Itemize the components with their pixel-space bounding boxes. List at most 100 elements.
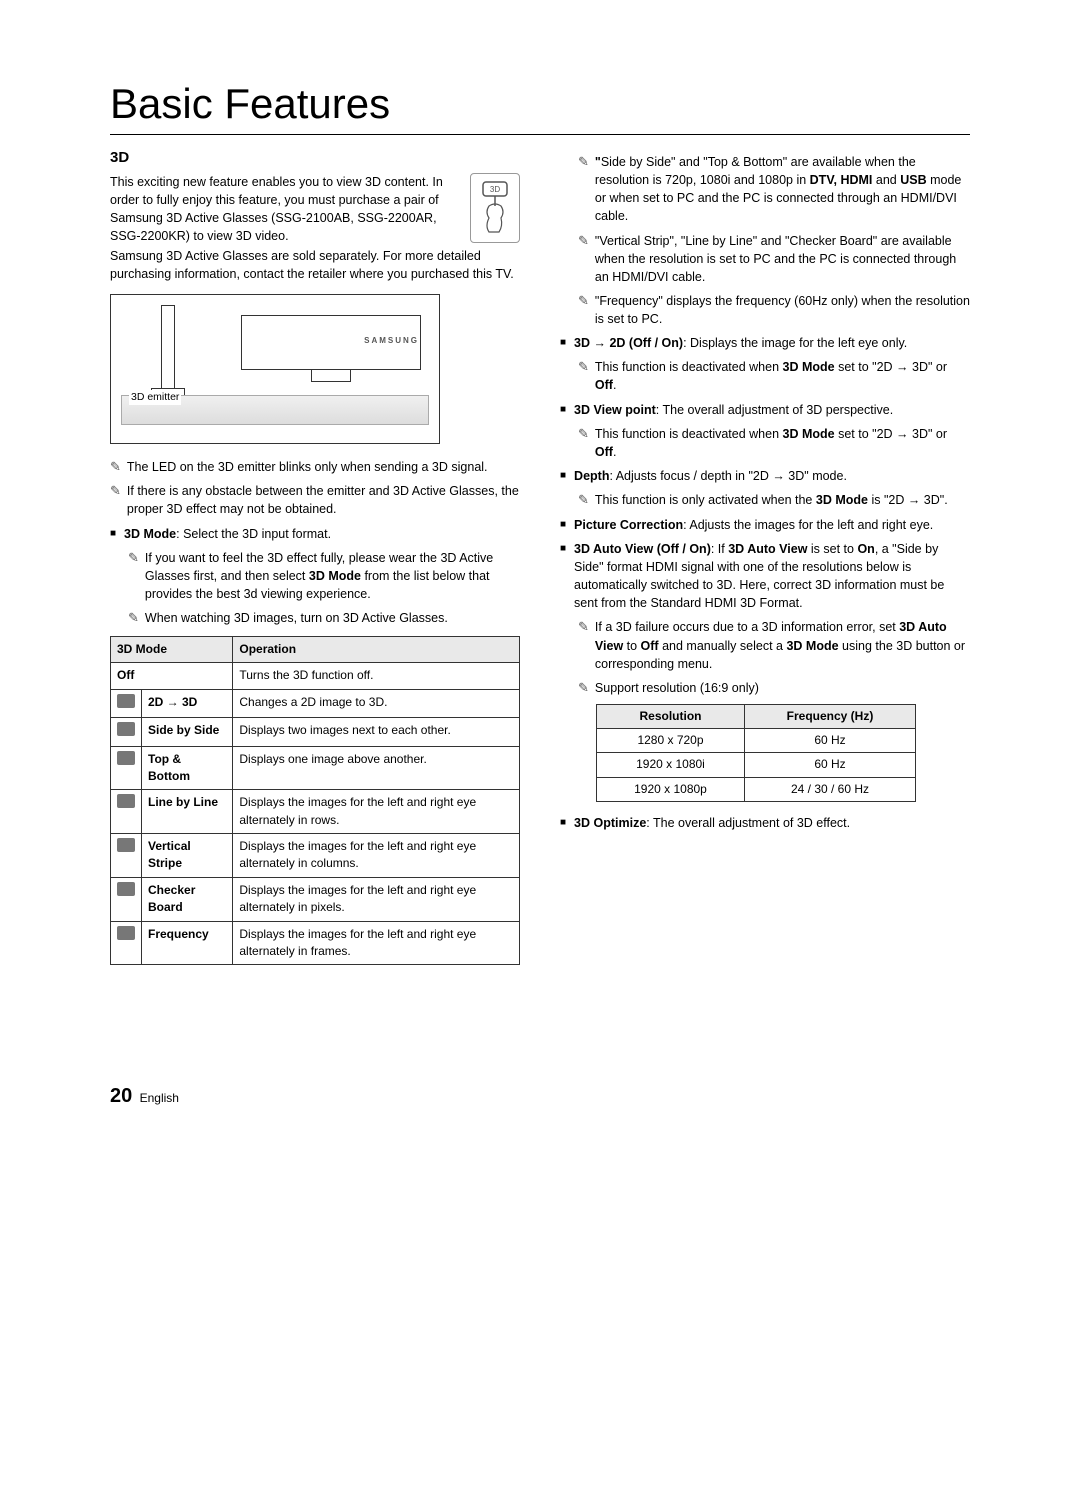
bullet-label: 3D → 2D (Off / On) [574, 336, 683, 350]
mode-name: Line by Line [142, 790, 233, 834]
mode-icon-cell [111, 718, 142, 746]
left-note-1: If there is any obstacle between the emi… [110, 482, 520, 518]
table-row: FrequencyDisplays the images for the lef… [111, 921, 520, 965]
note-icon [128, 549, 139, 603]
note-text: If a 3D failure occurs due to a 3D infor… [595, 618, 970, 672]
mode-name: Vertical Stripe [142, 834, 233, 878]
mode-icon-cell [111, 921, 142, 965]
mode-sub-note-1: When watching 3D images, turn on 3D Acti… [128, 609, 520, 628]
note-text: When watching 3D images, turn on 3D Acti… [145, 609, 448, 628]
mode-sub-note-0: If you want to feel the 3D effect fully,… [128, 549, 520, 603]
mode-icon-cell [111, 790, 142, 834]
mode-icon [117, 926, 135, 940]
mode-icon [117, 722, 135, 736]
page-number: 20 [110, 1085, 132, 1107]
mode-icon-cell [111, 877, 142, 921]
th-res: Resolution [597, 704, 745, 728]
bullet-label: 3D Auto View (Off / On) [574, 542, 711, 556]
bullet-label: 3D View point [574, 403, 656, 417]
note-icon [110, 482, 121, 518]
table-row: 1920 x 1080p24 / 30 / 60 Hz [597, 777, 916, 801]
bullet-autoview: 3D Auto View (Off / On): If 3D Auto View… [560, 540, 970, 613]
bullet-label: Picture Correction [574, 518, 683, 532]
left-note-0: The LED on the 3D emitter blinks only wh… [110, 458, 520, 477]
res-cell: 1920 x 1080p [597, 777, 745, 801]
mode-op: Displays the images for the left and rig… [233, 877, 520, 921]
right-note-1: "Vertical Strip", "Line by Line" and "Ch… [578, 232, 970, 286]
th-freq: Frequency (Hz) [744, 704, 915, 728]
bullet-text: : Select the 3D input format. [176, 527, 331, 541]
note-text: "Side by Side" and "Top & Bottom" are av… [595, 153, 970, 226]
b5-note-2: Support resolution (16:9 only) [578, 679, 970, 698]
left-column: 3D This exciting new feature enables you… [110, 147, 520, 965]
table-row: 1280 x 720p60 Hz [597, 729, 916, 753]
intro-text: This exciting new feature enables you to… [110, 173, 460, 246]
b1-note: This function is deactivated when 3D Mod… [578, 358, 970, 394]
two-column-layout: 3D This exciting new feature enables you… [110, 147, 970, 965]
b2-note: This function is deactivated when 3D Mod… [578, 425, 970, 461]
mode-name: Frequency [142, 921, 233, 965]
resolution-table: Resolution Frequency (Hz) 1280 x 720p60 … [596, 704, 916, 803]
mode-op: Displays one image above another. [233, 746, 520, 790]
bullet-optimize: 3D Optimize: The overall adjustment of 3… [560, 814, 970, 832]
mode-name: Side by Side [142, 718, 233, 746]
tv-emitter-diagram: SAMSUNG 3D emitter [110, 294, 440, 444]
diagram-emitter-label: 3D emitter [129, 390, 181, 405]
page-title: Basic Features [110, 80, 970, 135]
bullet-piccorr: Picture Correction: Adjusts the images f… [560, 516, 970, 534]
bullet-text: : The overall adjustment of 3D perspecti… [656, 403, 893, 417]
note-text: "Frequency" displays the frequency (60Hz… [595, 292, 970, 328]
note-text: Support resolution (16:9 only) [595, 679, 759, 698]
mode-name: Top & Bottom [142, 746, 233, 790]
table-row: Top & BottomDisplays one image above ano… [111, 746, 520, 790]
table-row: OffTurns the 3D function off. [111, 663, 520, 689]
bullet-3d2d: 3D → 2D (Off / On): Displays the image f… [560, 334, 970, 352]
freq-cell: 60 Hz [744, 753, 915, 777]
note-text: If there is any obstacle between the emi… [127, 482, 520, 518]
bullet-label: 3D Mode [124, 527, 176, 541]
mode-op: Displays the images for the left and rig… [233, 834, 520, 878]
note-icon [578, 491, 589, 510]
mode-icon [117, 751, 135, 765]
mode-op: Displays the images for the left and rig… [233, 921, 520, 965]
mode-icon [117, 882, 135, 896]
right-note-2: "Frequency" displays the frequency (60Hz… [578, 292, 970, 328]
th-op: Operation [233, 636, 520, 662]
intro-block: This exciting new feature enables you to… [110, 173, 520, 246]
right-note-0: "Side by Side" and "Top & Bottom" are av… [578, 153, 970, 226]
note-icon [578, 153, 589, 226]
svg-text:3D: 3D [490, 185, 500, 194]
mode-icon-cell [111, 834, 142, 878]
document-page: Basic Features 3D This exciting new feat… [0, 0, 1080, 1168]
intro-para-1: This exciting new feature enables you to… [110, 175, 443, 243]
note-text: This function is only activated when the… [595, 491, 948, 510]
note-icon [578, 425, 589, 461]
note-icon [110, 458, 121, 477]
bullet-depth: Depth: Adjusts focus / depth in "2D → 3D… [560, 467, 970, 485]
table-row: Checker BoardDisplays the images for the… [111, 877, 520, 921]
mode-bullet: 3D Mode: Select the 3D input format. [110, 525, 520, 543]
mode-op: Displays the images for the left and rig… [233, 790, 520, 834]
table-row: 2D → 3DChanges a 2D image to 3D. [111, 689, 520, 717]
mode-op: Turns the 3D function off. [233, 663, 520, 689]
mode-icon [117, 694, 135, 708]
mode-name: 2D → 3D [142, 689, 233, 717]
note-icon [578, 618, 589, 672]
footer-lang: English [140, 1091, 179, 1105]
diagram-logo: SAMSUNG [364, 335, 419, 347]
page-footer: 20 English [110, 1085, 970, 1108]
table-row: Side by SideDisplays two images next to … [111, 718, 520, 746]
table-row: Vertical StripeDisplays the images for t… [111, 834, 520, 878]
note-text: "Vertical Strip", "Line by Line" and "Ch… [595, 232, 970, 286]
intro-para-2: Samsung 3D Active Glasses are sold separ… [110, 247, 520, 283]
freq-cell: 60 Hz [744, 729, 915, 753]
note-text: This function is deactivated when 3D Mod… [595, 358, 970, 394]
res-cell: 1280 x 720p [597, 729, 745, 753]
mode-op: Displays two images next to each other. [233, 718, 520, 746]
mode-name: Off [111, 663, 233, 689]
bullet-label: Depth [574, 469, 609, 483]
bullet-viewpoint: 3D View point: The overall adjustment of… [560, 401, 970, 419]
table-header-row: Resolution Frequency (Hz) [597, 704, 916, 728]
res-cell: 1920 x 1080i [597, 753, 745, 777]
table-row: Line by LineDisplays the images for the … [111, 790, 520, 834]
